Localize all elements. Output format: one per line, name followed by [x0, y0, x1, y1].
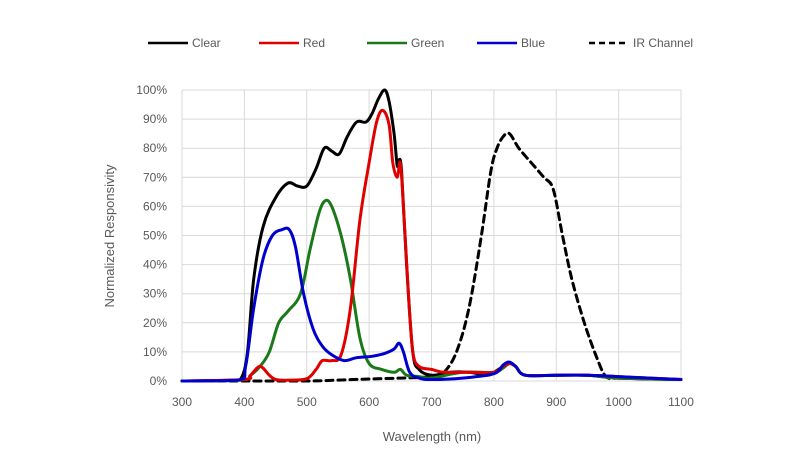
- x-tick-label: 600: [359, 395, 379, 409]
- x-tick-label: 400: [234, 395, 254, 409]
- y-tick-label: 100%: [136, 83, 167, 97]
- y-tick-label: 60%: [143, 199, 167, 213]
- x-tick-label: 1100: [668, 395, 694, 409]
- x-axis-ticks: 300 400 500 600 700 800 900 1000 1100: [172, 395, 694, 409]
- legend-label-ir-channel: IR Channel: [633, 36, 693, 50]
- y-tick-label: 30%: [143, 287, 167, 301]
- y-tick-label: 90%: [143, 112, 167, 126]
- x-axis-title: Wavelength (nm): [383, 429, 482, 444]
- x-tick-label: 500: [297, 395, 317, 409]
- legend-label-red: Red: [303, 36, 325, 50]
- series-line-ir-channel: [180, 131, 683, 383]
- y-tick-label: 20%: [143, 316, 167, 330]
- y-axis-ticks: 0% 10% 20% 30% 40% 50% 60% 70% 80% 90% 100%: [136, 83, 167, 388]
- x-tick-label: 700: [421, 395, 441, 409]
- x-tick-label: 900: [546, 395, 566, 409]
- chart-legend: Clear Red Green Blue IR Channel: [148, 36, 693, 50]
- y-axis-title: Normalized Responsivity: [102, 164, 117, 308]
- legend-label-green: Green: [411, 36, 444, 50]
- y-tick-label: 10%: [143, 345, 167, 359]
- x-tick-label: 300: [172, 395, 192, 409]
- x-tick-label: 1000: [605, 395, 632, 409]
- y-tick-label: 0%: [150, 374, 168, 388]
- x-tick-label: 800: [484, 395, 504, 409]
- chart-gridlines: [181, 89, 682, 382]
- legend-label-blue: Blue: [521, 36, 545, 50]
- legend-label-clear: Clear: [192, 36, 221, 50]
- chart-series-group: [180, 88, 683, 383]
- y-tick-label: 40%: [143, 258, 167, 272]
- series-line-blue: [180, 226, 683, 383]
- y-tick-label: 70%: [143, 170, 167, 184]
- y-tick-label: 80%: [143, 141, 167, 155]
- y-tick-label: 50%: [143, 229, 167, 243]
